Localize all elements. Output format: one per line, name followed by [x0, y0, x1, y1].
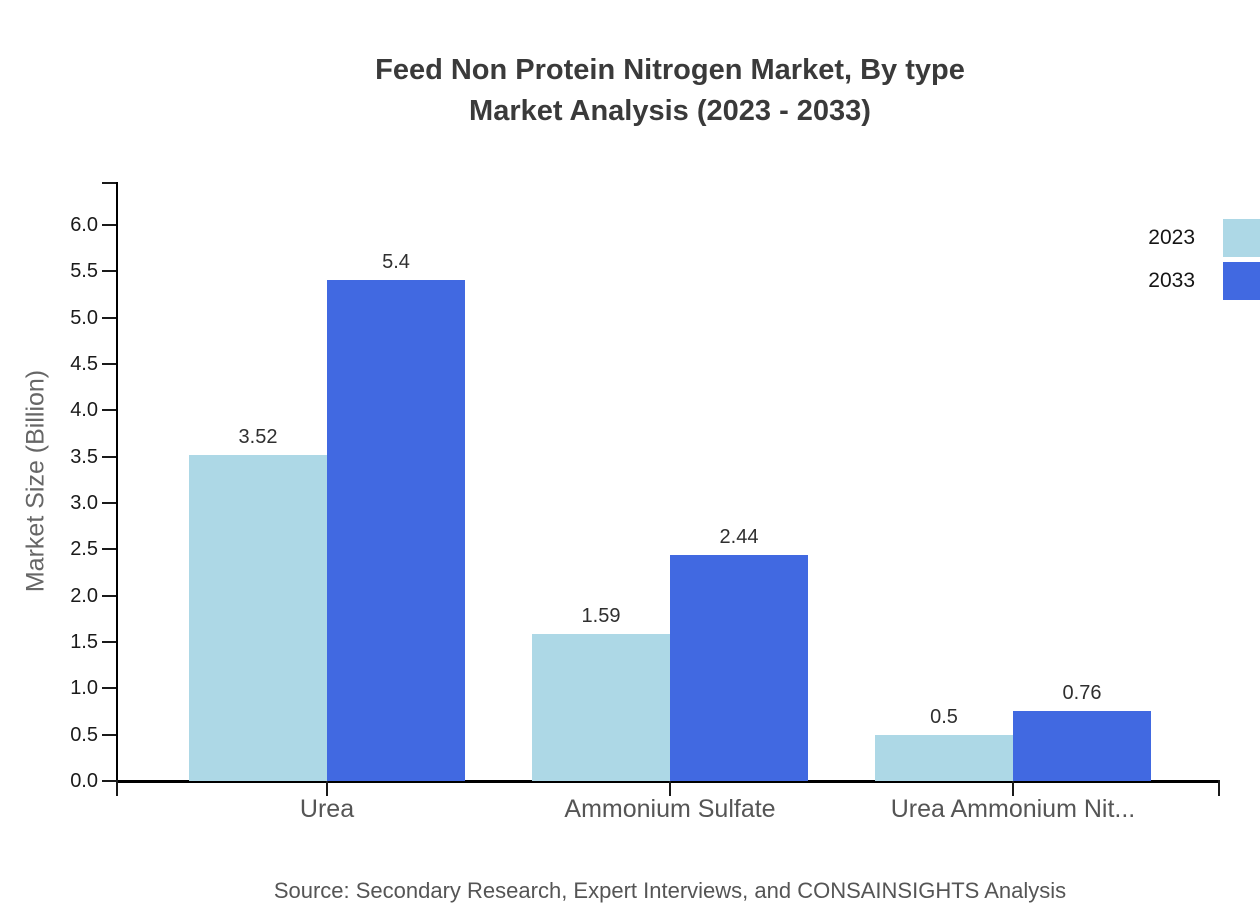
y-tick: [102, 548, 116, 551]
x-tick: [116, 780, 118, 796]
bar-2023-1: [532, 633, 670, 781]
bar-2033-2: [1013, 710, 1151, 781]
x-category-label: Ammonium Sulfate: [564, 795, 776, 823]
bar-2033-1: [670, 554, 808, 781]
x-tick: [1012, 780, 1014, 796]
y-tick-label: 1.0: [70, 677, 98, 700]
bar-2023-2: [875, 734, 1013, 781]
y-tick-label: 2.0: [70, 584, 98, 607]
bar-value-label: 5.4: [382, 251, 410, 274]
legend-swatch-2033: [1223, 262, 1260, 300]
bar-value-label: 0.76: [1062, 681, 1102, 704]
y-tick-label: 0.0: [70, 770, 98, 792]
y-tick: [102, 687, 116, 690]
y-tick-label: 6.0: [70, 213, 98, 236]
chart-title-line2: Market Analysis (2023 - 2033): [469, 95, 871, 127]
y-tick: [102, 223, 116, 226]
y-tick-label: 5.5: [70, 260, 98, 283]
bar-2023-0: [189, 454, 327, 781]
legend-swatch-2023: [1223, 219, 1260, 257]
legend-item-2033: 2033: [1040, 262, 1260, 300]
chart-title-line1: Feed Non Protein Nitrogen Market, By typ…: [375, 54, 965, 86]
y-tick: [102, 501, 116, 504]
x-tick: [1218, 780, 1220, 796]
x-tick: [669, 780, 671, 796]
y-tick-label: 1.5: [70, 630, 98, 653]
y-tick-label: 4.5: [70, 352, 98, 375]
y-tick: [102, 455, 116, 458]
y-axis-line: [116, 182, 118, 783]
y-tick-label: 2.5: [70, 538, 98, 561]
y-tick-label: 3.5: [70, 445, 98, 468]
y-tick: [102, 780, 116, 782]
y-axis-endcap: [102, 182, 116, 184]
chart-title: Feed Non Protein Nitrogen Market, By typ…: [40, 50, 1260, 132]
legend-item-2023: 2023: [1040, 219, 1260, 257]
x-category-label: Urea: [299, 795, 355, 823]
x-tick: [326, 780, 328, 796]
y-tick: [102, 316, 116, 319]
bar-value-label: 0.5: [930, 705, 958, 728]
legend-label-2023: 2023: [1148, 226, 1195, 249]
y-tick: [102, 733, 116, 736]
bar-value-label: 3.52: [238, 425, 278, 448]
y-tick-label: 5.0: [70, 306, 98, 329]
y-tick: [102, 594, 116, 597]
bar-2033-0: [327, 280, 465, 781]
y-tick-label: 4.0: [70, 399, 98, 422]
y-tick: [102, 270, 116, 273]
legend: 2023 2033: [1040, 219, 1260, 305]
bar-value-label: 1.59: [581, 604, 621, 627]
y-tick: [102, 362, 116, 365]
legend-label-2033: 2033: [1148, 269, 1195, 292]
y-tick-label: 3.0: [70, 491, 98, 514]
y-tick: [102, 409, 116, 412]
y-tick-label: 0.5: [70, 723, 98, 746]
x-axis-line: [116, 780, 1220, 783]
bar-value-label: 2.44: [719, 525, 759, 548]
x-category-label: Urea Ammonium Nit...: [890, 795, 1136, 823]
source-note: Source: Secondary Research, Expert Inter…: [273, 878, 1067, 903]
y-tick: [102, 640, 116, 643]
